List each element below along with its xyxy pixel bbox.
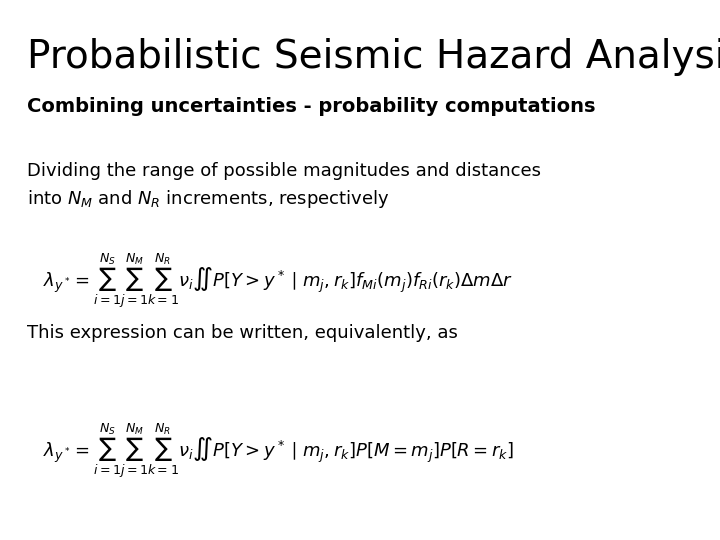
Text: $\lambda_{y^*} = \sum_{i=1}^{N_S} \sum_{j=1}^{N_M} \sum_{k=1}^{N_R} \nu_i \iint : $\lambda_{y^*} = \sum_{i=1}^{N_S} \sum_{… xyxy=(42,251,513,310)
Text: Probabilistic Seismic Hazard Analysis: Probabilistic Seismic Hazard Analysis xyxy=(27,38,720,76)
Text: This expression can be written, equivalently, as: This expression can be written, equivale… xyxy=(27,324,457,342)
Text: Combining uncertainties - probability computations: Combining uncertainties - probability co… xyxy=(27,97,595,116)
Text: $\lambda_{y^*} = \sum_{i=1}^{N_S} \sum_{j=1}^{N_M} \sum_{k=1}^{N_R} \nu_i \iint : $\lambda_{y^*} = \sum_{i=1}^{N_S} \sum_{… xyxy=(42,421,513,480)
Text: Dividing the range of possible magnitudes and distances
into $N_M$ and $N_R$ inc: Dividing the range of possible magnitude… xyxy=(27,162,541,210)
